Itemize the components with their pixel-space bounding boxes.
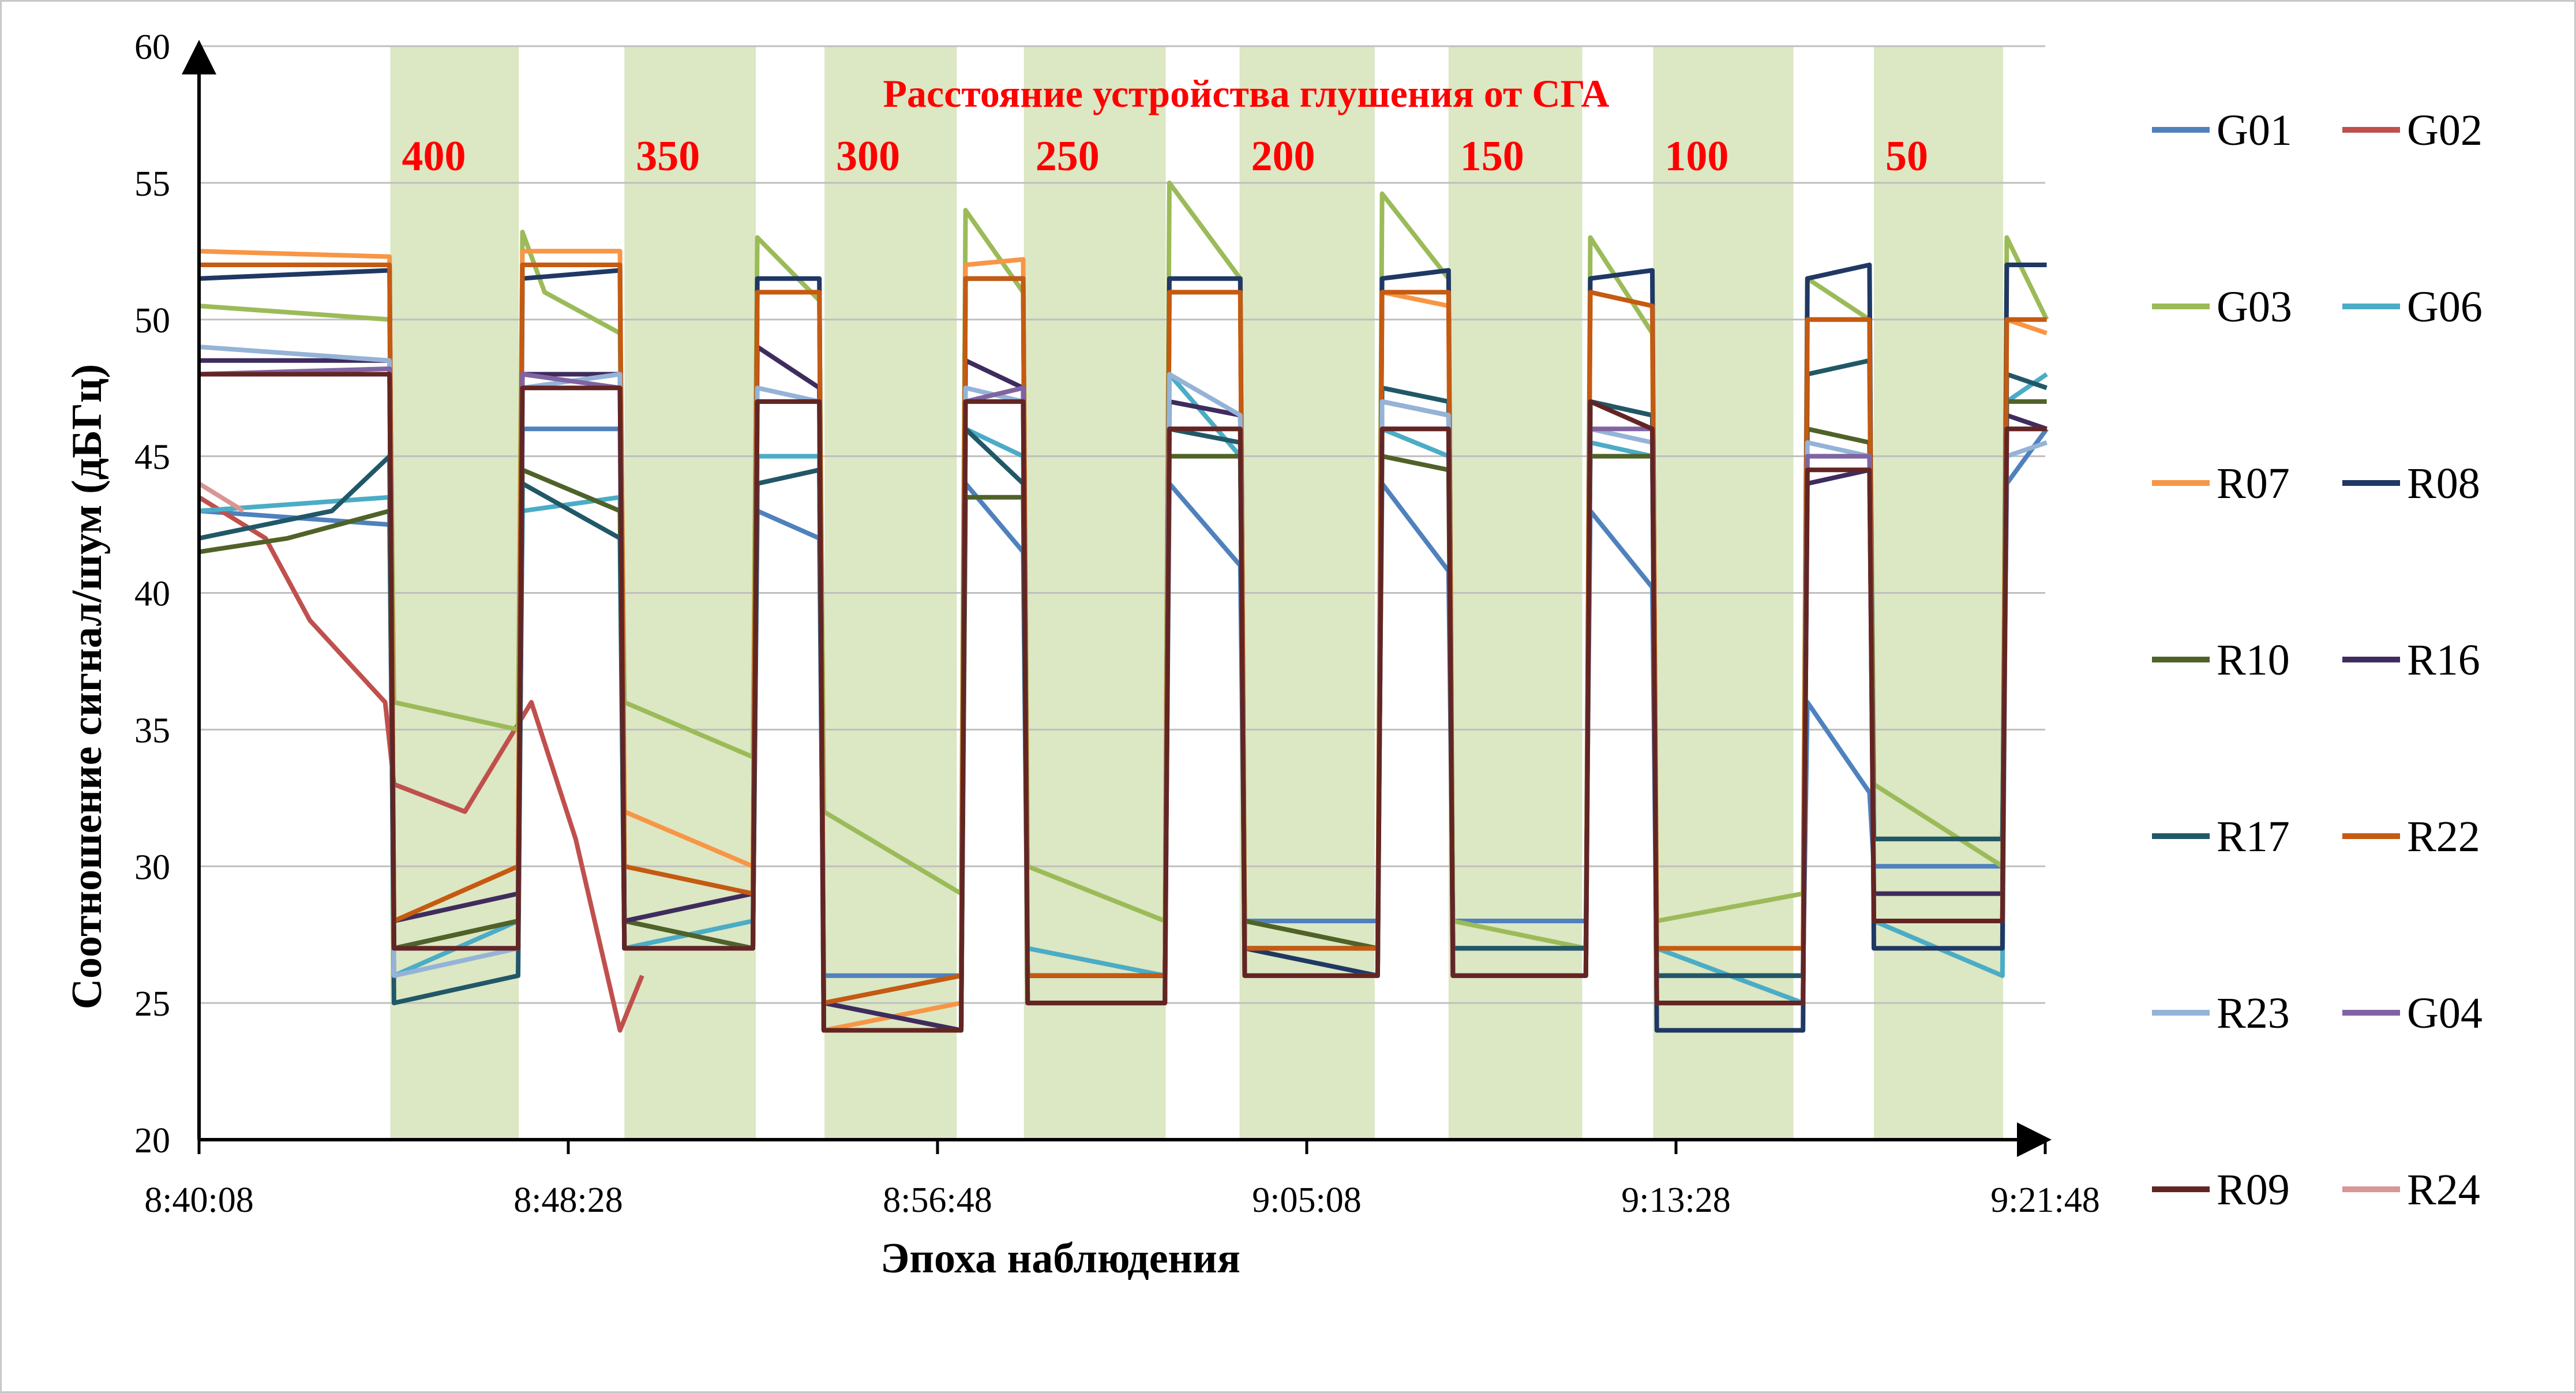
chart-title: Расстояние устройства глушения от СГА (883, 72, 1610, 115)
series-line-R24 (197, 481, 245, 513)
legend-label-R08: R08 (2407, 459, 2480, 508)
y-tick-label-0: 20 (134, 1121, 170, 1160)
legend-label-R10: R10 (2217, 636, 2290, 684)
x-axis-label: Эпоха наблюдения (880, 1235, 1240, 1282)
x-tick-label-2: 8:56:48 (883, 1181, 992, 1220)
legend-label-R17: R17 (2217, 812, 2290, 861)
y-tick-label-2: 30 (134, 848, 170, 887)
legend-label-G02: G02 (2407, 106, 2483, 155)
tick-labels: 20 25 30 35 40 45 50 55 60 8:40:08 8:48:28 8:56:48 9… (134, 28, 2100, 1220)
y-tick-label-8: 60 (134, 28, 170, 67)
x-tick-label-0: 8:40:08 (144, 1181, 253, 1220)
legend-label-R16: R16 (2407, 636, 2480, 684)
x-tick-label-5: 9:21:48 (1990, 1181, 2099, 1220)
distance-label-5: 150 (1460, 133, 1524, 180)
y-tick-label-7: 55 (134, 164, 170, 204)
x-tick-label-1: 8:48:28 (513, 1181, 623, 1220)
x-tick-label-4: 9:13:28 (1621, 1181, 1730, 1220)
legend-label-G06: G06 (2407, 283, 2483, 331)
legend-label-R22: R22 (2407, 812, 2480, 861)
distance-label-4: 200 (1251, 133, 1315, 180)
legend-label-G04: G04 (2407, 989, 2483, 1038)
axes (182, 40, 2052, 1157)
distance-label-6: 100 (1664, 133, 1728, 180)
series-line-G02 (197, 495, 644, 1033)
legend-label-G03: G03 (2217, 283, 2292, 331)
legend: G01 G02 G03 G06 R07 R08 R10 R16 R17 R22 R23 G04 R09 R… (2152, 106, 2483, 1214)
distance-label-0: 400 (402, 133, 466, 180)
distance-labels: 400 350 300 250 200 150 100 50 (402, 133, 1929, 180)
y-tick-label-3: 35 (134, 711, 170, 750)
distance-label-1: 350 (636, 133, 700, 180)
distance-label-7: 50 (1885, 133, 1928, 180)
y-axis-label: Соотношение сигнал/шум (дБГц) (63, 364, 111, 1010)
series-lines (197, 180, 2049, 1033)
y-tick-label-4: 40 (134, 575, 170, 614)
distance-label-3: 250 (1036, 133, 1100, 180)
legend-label-R09: R09 (2217, 1166, 2290, 1214)
legend-label-R07: R07 (2217, 459, 2290, 508)
distance-label-2: 300 (836, 133, 900, 180)
y-tick-label-5: 45 (134, 438, 170, 477)
y-tick-label-6: 50 (134, 301, 170, 340)
legend-label-R24: R24 (2407, 1166, 2480, 1214)
series-line-R09 (199, 372, 2047, 1033)
legend-label-G01: G01 (2217, 106, 2292, 155)
y-tick-label-1: 25 (134, 984, 170, 1024)
x-tick-label-3: 9:05:08 (1252, 1181, 1361, 1220)
legend-label-R23: R23 (2217, 989, 2290, 1038)
